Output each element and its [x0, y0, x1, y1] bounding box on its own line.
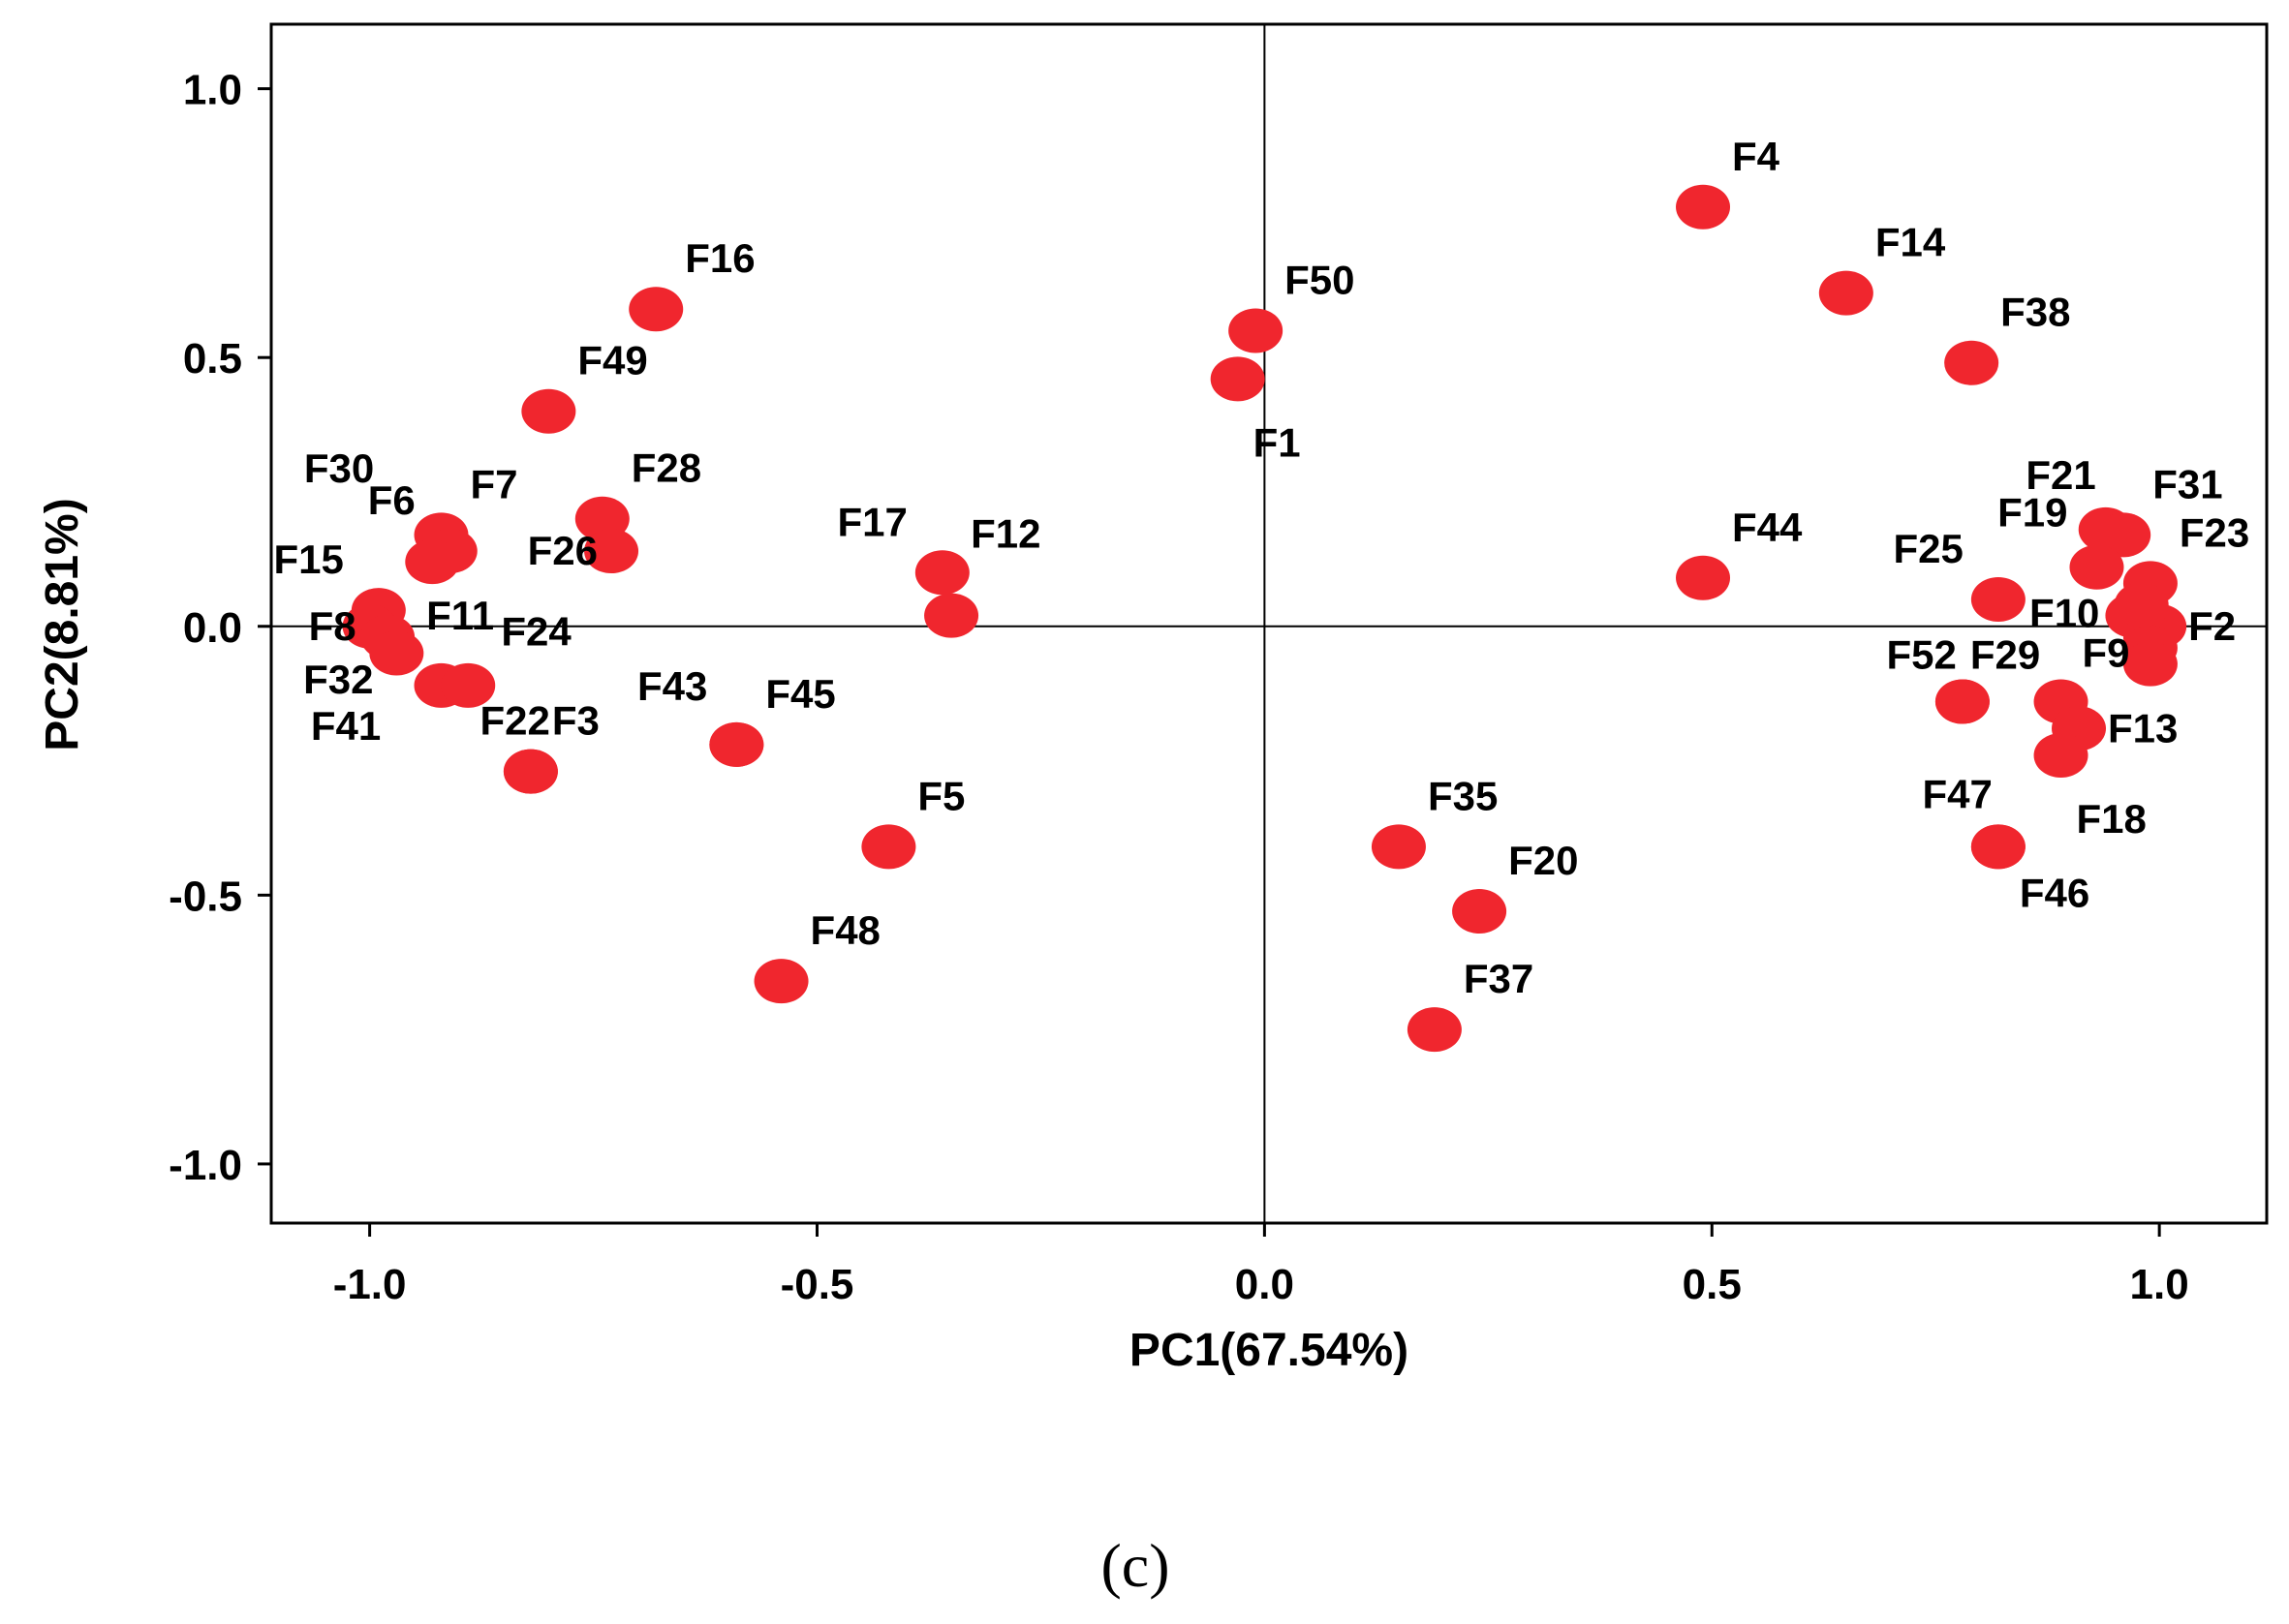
point-label: F45: [765, 671, 835, 717]
data-point: [1407, 1007, 1462, 1053]
data-point: [1210, 356, 1265, 402]
point-label: F5: [917, 773, 965, 818]
point-label: F8: [309, 603, 356, 649]
data-point: [1228, 308, 1284, 353]
y-axis-title: PC2(8.81%): [37, 498, 88, 751]
x-tick-label: -0.5: [781, 1261, 854, 1308]
data-point: [521, 388, 576, 434]
point-label: F6: [368, 477, 416, 523]
data-point: [861, 824, 916, 870]
point-label: F1: [1253, 419, 1301, 465]
data-point: [2122, 641, 2178, 687]
data-point: [2114, 582, 2169, 628]
data-point: [709, 721, 764, 767]
data-point: [1944, 340, 1999, 385]
point-label: F20: [1508, 838, 1578, 883]
point-label: F43: [637, 663, 707, 709]
data-point: [924, 593, 979, 638]
x-tick-label: -1.0: [333, 1261, 407, 1308]
point-label: F32: [303, 657, 373, 702]
point-label: F52: [1887, 631, 1957, 677]
point-label: F11: [426, 593, 494, 638]
point-label: F23: [2180, 509, 2249, 555]
point-label: F12: [971, 511, 1040, 557]
data-points: [342, 184, 2187, 1053]
data-point: [2033, 733, 2088, 779]
data-point: [629, 287, 684, 332]
point-label: F15: [273, 536, 343, 582]
point-label: F22: [480, 698, 550, 744]
data-point: [405, 539, 460, 585]
point-label: F44: [1732, 505, 1803, 550]
reference-lines: [271, 24, 2267, 1223]
point-label: F4: [1732, 134, 1780, 179]
y-tick-label: 0.5: [183, 335, 242, 383]
point-label: F10: [2029, 591, 2099, 636]
data-point: [503, 749, 558, 794]
y-axis-ticks: -1.0 -0.5 0.0 0.5 1.0: [169, 67, 271, 1189]
data-point: [1970, 577, 2026, 623]
point-label: F18: [2077, 796, 2147, 842]
y-tick-label: 0.0: [183, 604, 242, 652]
point-label: F47: [1922, 771, 1992, 816]
point-label: F24: [501, 609, 572, 655]
plot-area: [269, 22, 2269, 1225]
data-point: [914, 550, 970, 596]
data-point: [1676, 555, 1731, 600]
point-label: F28: [632, 445, 701, 491]
data-point: [2096, 512, 2151, 558]
point-label: F25: [1893, 526, 1963, 571]
data-point: [1970, 824, 2026, 870]
data-point: [441, 662, 496, 708]
x-tick-label: 0.5: [1683, 1261, 1742, 1308]
point-label: F2: [2188, 603, 2236, 649]
point-label: F49: [577, 338, 647, 383]
point-label: F38: [2000, 290, 2070, 335]
x-axis-ticks: -1.0 -0.5 0.0 0.5 1.0: [333, 1223, 2189, 1308]
point-label: F26: [528, 528, 598, 573]
data-point: [1371, 824, 1426, 870]
data-point: [369, 630, 424, 676]
y-tick-label: -0.5: [169, 873, 242, 920]
point-label: F19: [1997, 490, 2067, 536]
point-label: F48: [811, 907, 881, 953]
y-tick-label: 1.0: [183, 67, 242, 114]
point-label: F46: [2020, 870, 2089, 915]
point-label: F31: [2152, 461, 2222, 506]
panel-label: (c): [1100, 1531, 1169, 1600]
point-label: F37: [1464, 956, 1533, 1001]
point-label: F21: [2026, 452, 2095, 498]
point-label: F7: [471, 461, 518, 506]
data-point: [1818, 270, 1873, 316]
y-tick-label: -1.0: [169, 1142, 242, 1189]
point-label: F50: [1284, 257, 1354, 302]
x-tick-label: 1.0: [2130, 1261, 2189, 1308]
point-label: F35: [1428, 773, 1498, 818]
data-point: [2069, 544, 2124, 590]
data-point: [1676, 184, 1731, 230]
data-point: [1934, 679, 1990, 724]
point-label: F17: [837, 499, 907, 544]
data-point: [1452, 889, 1507, 935]
point-label: F9: [2083, 629, 2130, 675]
point-label: F13: [2108, 705, 2178, 751]
point-label: F41: [311, 703, 381, 749]
point-label: F16: [685, 235, 755, 281]
data-point: [754, 959, 809, 1004]
point-label: F14: [1875, 220, 1946, 265]
point-label: F3: [552, 698, 600, 744]
point-label: F29: [1970, 631, 2040, 677]
point-label: F30: [304, 445, 374, 491]
x-axis-title: PC1(67.54%): [1129, 1325, 1408, 1376]
data-point: [584, 529, 639, 574]
x-tick-label: 0.0: [1235, 1261, 1294, 1308]
